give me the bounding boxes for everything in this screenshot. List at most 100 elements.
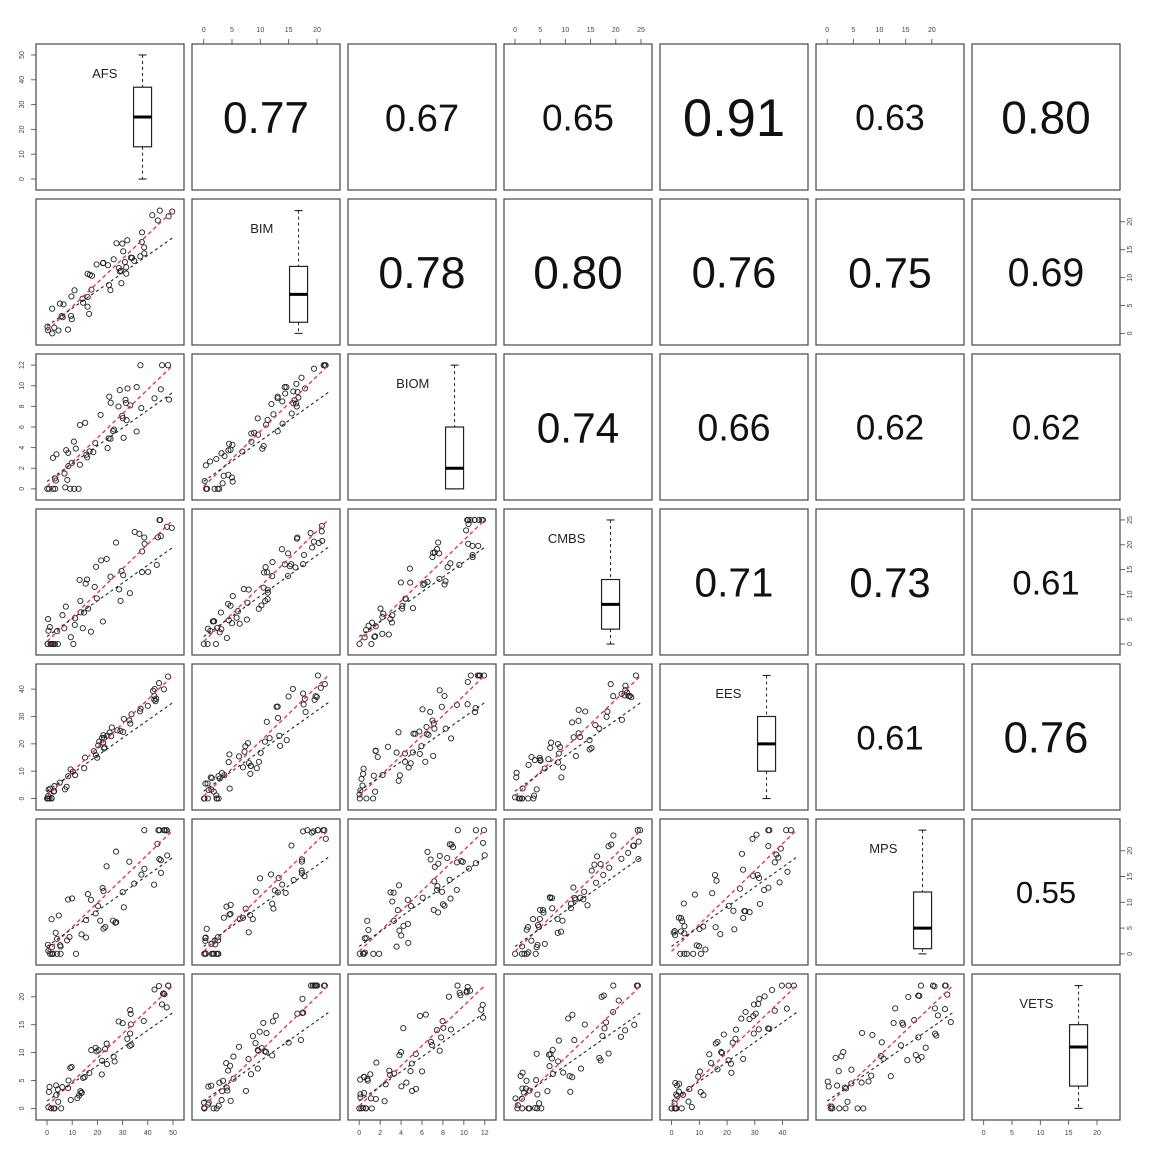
scatter-point <box>941 1006 949 1013</box>
scatter-point <box>239 914 247 921</box>
scatter-point <box>151 685 158 693</box>
scatter-point <box>584 902 591 909</box>
scatter-point <box>127 1007 134 1014</box>
scatter-point <box>164 362 172 369</box>
scatter-point <box>738 850 746 857</box>
scatter-point <box>282 390 289 397</box>
scatter-point <box>681 930 688 937</box>
scatter-point <box>84 454 91 461</box>
scatter-point <box>225 471 232 478</box>
scatter-point <box>60 301 67 308</box>
x-tick-label: 0 <box>825 27 829 34</box>
scatter-point <box>141 250 148 257</box>
scatter-point <box>463 987 470 995</box>
scatter-point <box>47 640 54 648</box>
scatter-point <box>223 1084 230 1091</box>
boxplot-box <box>912 891 933 950</box>
scatter-point <box>126 1042 133 1049</box>
scatter-point <box>709 890 716 897</box>
scatter-point <box>463 527 470 534</box>
scatter-point <box>269 900 276 907</box>
scatter-point <box>66 933 73 941</box>
scatter-point <box>887 1073 894 1080</box>
scatter-point <box>575 706 582 713</box>
cell-frame <box>659 818 809 966</box>
cell-frame <box>35 198 185 346</box>
cell-biom-biom: BIOM <box>347 353 497 501</box>
scatter-point <box>370 950 377 957</box>
scatter-point <box>70 438 77 445</box>
x-tick-label: 8 <box>441 1130 445 1137</box>
scatter-point <box>133 428 140 435</box>
cell-cmbs-ees: 0.71 <box>659 508 809 656</box>
variable-label-ees: EES <box>715 686 741 701</box>
scatter-point <box>85 605 92 612</box>
scatter-point <box>299 995 306 1002</box>
scatter-point <box>607 681 614 688</box>
scatter-point <box>114 727 121 734</box>
scatter-point <box>718 1049 726 1057</box>
scatter-point <box>615 997 622 1004</box>
scatter-point <box>102 1046 109 1053</box>
scatter-point <box>533 944 540 951</box>
scatter-point <box>480 1014 487 1021</box>
scatter-point <box>59 612 66 619</box>
scatter-point <box>419 706 426 713</box>
scatter-point <box>697 950 704 957</box>
scatter-point <box>81 765 88 772</box>
scatter-point <box>226 911 233 918</box>
scatter-point <box>82 419 89 426</box>
scatter-point <box>522 1085 530 1092</box>
scatter-point <box>264 569 271 576</box>
scatter-point <box>720 1031 727 1038</box>
scatter-point <box>538 1105 545 1112</box>
scatter-point <box>628 694 635 701</box>
y-tick-label: 6 <box>19 425 26 429</box>
scatter-point <box>560 1069 567 1076</box>
scatter-point <box>266 735 273 742</box>
x-tick-label: 0 <box>357 1130 361 1137</box>
scatter-point <box>396 772 403 779</box>
scatter-point <box>288 410 295 417</box>
scatter-point <box>915 1034 922 1041</box>
scatter-point <box>225 447 232 454</box>
scatter-point <box>598 993 605 1000</box>
scatter-point <box>58 1105 65 1112</box>
scatter-point <box>96 738 103 745</box>
scatter-point <box>364 1075 371 1082</box>
scatter-point <box>65 896 72 903</box>
y-tick-label: 25 <box>1127 516 1134 524</box>
scatter-point <box>746 1016 753 1023</box>
scatter-point <box>245 1055 252 1063</box>
scatter-point <box>464 678 471 686</box>
scatter-point <box>288 842 295 849</box>
y-tick-label: 0 <box>19 487 26 491</box>
scatter-point <box>592 721 599 729</box>
scatter-point <box>387 1071 394 1079</box>
cell-biom-mps: 0.62 <box>815 353 965 501</box>
scatter-point <box>100 925 107 932</box>
scatter-point <box>525 949 532 956</box>
scatter-point <box>244 599 251 606</box>
scatter-point <box>98 1071 105 1078</box>
scatter-point <box>618 716 625 723</box>
scatter-point <box>429 717 436 724</box>
x-tick-label: 10 <box>562 27 570 34</box>
scatter-point <box>399 602 406 610</box>
scatter-point <box>541 940 548 947</box>
x-tick-label: 20 <box>313 27 321 34</box>
correlation-value-mps-vets: 0.55 <box>1016 875 1076 910</box>
scatter-point <box>78 931 85 938</box>
scatter-point <box>557 928 565 935</box>
scatter-point <box>858 1079 865 1086</box>
scatter-point <box>107 287 114 294</box>
scatter-point <box>236 620 243 627</box>
scatter-point <box>773 851 780 858</box>
scatter-point <box>472 860 479 867</box>
scatter-point <box>621 692 628 699</box>
scatter-point <box>93 563 100 570</box>
y-tick-label: 30 <box>19 712 26 720</box>
scatter-point <box>403 1079 410 1086</box>
scatter-point <box>55 912 62 919</box>
